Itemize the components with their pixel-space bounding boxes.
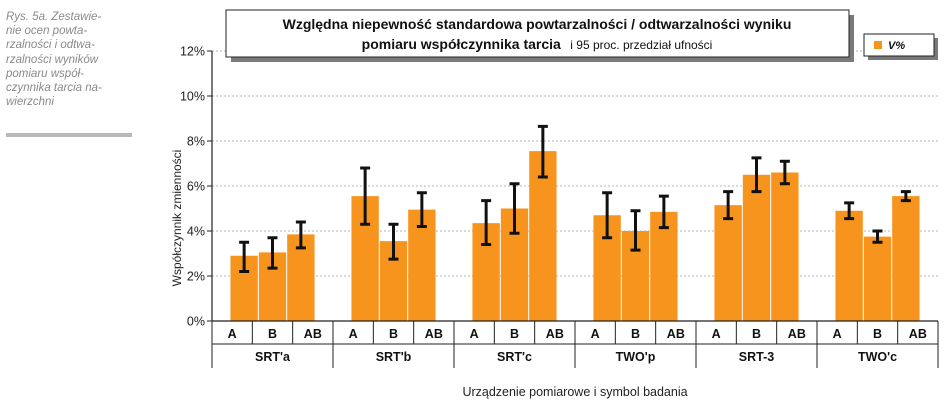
y-tick-label: 8%	[187, 135, 205, 149]
bar	[835, 210, 863, 321]
category-label: A	[470, 327, 479, 341]
chart-title-line2-bold: pomiaru współczynnika tarcia	[362, 36, 561, 52]
group-label: SRT-3	[739, 350, 774, 364]
category-label: AB	[667, 327, 685, 341]
y-tick-label: 4%	[187, 225, 205, 239]
bar	[863, 236, 892, 321]
bar	[892, 196, 920, 321]
y-tick-label: 12%	[180, 45, 205, 59]
bar	[742, 174, 771, 321]
group-label: SRT'a	[255, 350, 291, 364]
x-axis-label: Urządzenie pomiarowe i symbol badania	[462, 385, 687, 399]
category-label: A	[833, 327, 842, 341]
category-label: A	[712, 327, 721, 341]
bars	[230, 151, 920, 321]
legend-swatch	[874, 41, 882, 49]
group-label: TWO'c	[858, 350, 897, 364]
bar	[529, 151, 557, 321]
y-tick-label: 2%	[187, 270, 205, 284]
category-label: B	[389, 327, 398, 341]
y-axis-label: Współczynnik zmienności	[170, 150, 184, 287]
bar	[650, 211, 678, 321]
bar	[714, 205, 742, 321]
category-label: B	[752, 327, 761, 341]
y-tick-labels: 0% 2% 4% 6% 8% 10% 12%	[180, 45, 205, 329]
group-label: TWO'p	[616, 350, 656, 364]
y-tick-label: 0%	[187, 315, 205, 329]
gridlines	[212, 50, 938, 277]
y-tick-label: 10%	[180, 90, 205, 104]
chart-title-line2: pomiaru współczynnika tarcia i 95 proc. …	[362, 36, 713, 53]
bar	[771, 172, 799, 321]
category-label: AB	[909, 327, 927, 341]
group-label: SRT'c	[497, 350, 532, 364]
figure-caption: Rys. 5a. Zestawie- nie ocen powta- rzaln…	[6, 11, 102, 109]
category-label: B	[631, 327, 640, 341]
category-label: AB	[788, 327, 806, 341]
chart-title-line1: Względna niepewność standardowa powtarza…	[283, 16, 792, 32]
group-label: SRT'b	[376, 350, 412, 364]
bar	[408, 209, 436, 321]
category-label: B	[873, 327, 882, 341]
legend-label: V%	[888, 40, 905, 52]
category-label: AB	[304, 327, 322, 341]
error-bars	[239, 124, 911, 273]
category-label: A	[349, 327, 358, 341]
caption-divider	[6, 133, 132, 137]
category-label: B	[510, 327, 519, 341]
legend-box	[863, 33, 935, 57]
category-label: AB	[425, 327, 443, 341]
category-label: A	[228, 327, 237, 341]
category-label: B	[268, 327, 277, 341]
category-label: AB	[546, 327, 564, 341]
y-tick-label: 6%	[187, 180, 205, 194]
chart-title-line2-normal: i 95 proc. przedział ufności	[570, 38, 712, 52]
category-label: A	[591, 327, 600, 341]
title-box	[225, 9, 850, 58]
